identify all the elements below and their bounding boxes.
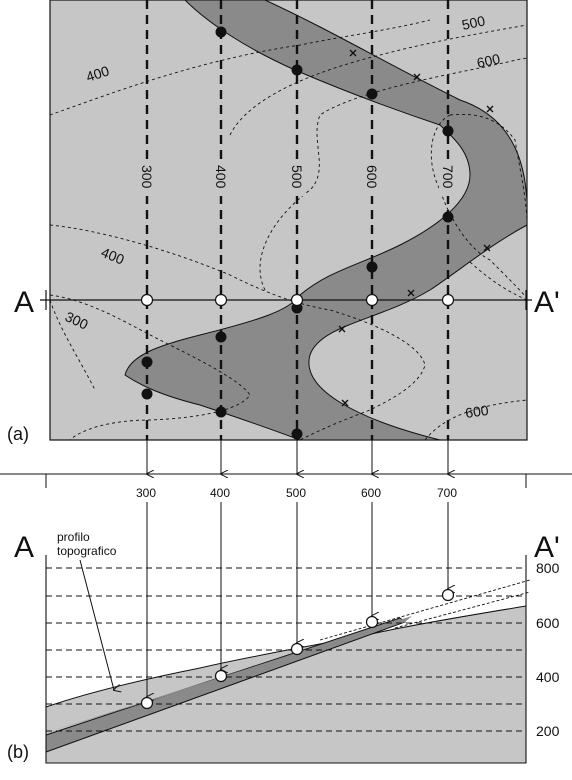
- contour-400-upper: [50, 19, 431, 116]
- projected-point-300: [140, 696, 154, 710]
- elevation-label-800: 800: [536, 560, 560, 576]
- intersection-point: [442, 211, 454, 223]
- strike-label-600: 600: [364, 165, 380, 189]
- contour-label-600-lower: 600: [464, 402, 490, 421]
- contour-lines: [50, 19, 527, 440]
- contour-600-upper: [259, 57, 527, 291]
- projected-point-400: [214, 669, 228, 683]
- strike-label-500: 500: [289, 165, 305, 189]
- contour-label-500: 500: [460, 12, 486, 33]
- projection-arrows-lower: [147, 502, 448, 697]
- intersection-point: [141, 356, 153, 368]
- elevation-label-400: 400: [536, 669, 560, 685]
- intersection-point: [366, 261, 378, 273]
- elevation-gridlines: [46, 567, 526, 732]
- strike-label-700: 700: [440, 165, 456, 189]
- cross-marks: [338, 49, 494, 407]
- ground-fill: [45, 605, 527, 764]
- intersection-point: [141, 388, 153, 400]
- bed-projection-lines: [319, 579, 531, 641]
- projected-point-700: [441, 588, 455, 602]
- projection-area: 300 400 500 600 700: [0, 440, 572, 500]
- section-point: [140, 293, 154, 307]
- contour-label-400-upper: 400: [84, 62, 111, 85]
- contour-label-600-upper: 600: [475, 50, 501, 71]
- contour-600-lower: [424, 399, 527, 440]
- intersection-point: [215, 26, 227, 38]
- section-points: [140, 293, 455, 307]
- cross-mark: [486, 105, 494, 113]
- map-panel: 300 400 500 600 700 400 500 600 400 300 …: [7, 0, 560, 444]
- projection-label-700: 700: [437, 486, 457, 500]
- section-point: [290, 293, 304, 307]
- intersection-point: [291, 428, 303, 440]
- cross-mark: [349, 49, 357, 57]
- strike-label-400: 400: [213, 165, 229, 189]
- contour-700: [430, 113, 527, 299]
- projected-points: [140, 588, 455, 710]
- section-label-a: A: [14, 531, 34, 564]
- cross-mark: [483, 244, 491, 252]
- contour-300: [50, 294, 251, 440]
- intersection-point: [291, 64, 303, 76]
- section-label-a-prime: A': [534, 531, 560, 564]
- cross-mark: [407, 289, 415, 297]
- contour-500: [229, 24, 527, 136]
- section-point: [214, 293, 228, 307]
- intersection-point: [215, 331, 227, 343]
- section-point: [365, 293, 379, 307]
- projection-label-400: 400: [210, 486, 230, 500]
- projection-labels: 300 400 500 600 700: [136, 486, 457, 500]
- cross-mark: [341, 399, 349, 407]
- contour-right-lower: [469, 261, 527, 301]
- map-label-a: A: [14, 286, 34, 319]
- map-label-a-prime: A': [534, 286, 560, 319]
- cross-mark: [338, 325, 346, 333]
- topo-label-line2: topografico: [57, 544, 117, 558]
- projection-arrows-upper: [147, 440, 448, 474]
- projection-label-300: 300: [136, 486, 156, 500]
- elevation-label-600: 600: [536, 615, 560, 631]
- panel-label-a: (a): [7, 424, 29, 444]
- topo-label-line1: profilo: [57, 530, 90, 544]
- intersection-points: [141, 26, 454, 440]
- projected-point-600: [365, 615, 379, 629]
- intersection-point: [366, 88, 378, 100]
- contour-labels: 400 500 600 400 300 600: [63, 12, 502, 421]
- section-panel: 800 600 400 200 profilo topografico A A'…: [7, 502, 560, 764]
- intersection-point: [215, 406, 227, 418]
- contour-300-left: [50, 299, 96, 391]
- projected-point-500: [290, 642, 304, 656]
- strike-labels: 300 400 500 600 700: [138, 160, 457, 196]
- projection-label-500: 500: [286, 486, 306, 500]
- topo-leader-line: [79, 559, 114, 690]
- elevation-label-200: 200: [536, 723, 560, 739]
- elevation-labels: 800 600 400 200: [536, 560, 560, 739]
- section-point: [441, 293, 455, 307]
- projection-label-600: 600: [361, 486, 381, 500]
- cross-mark: [413, 73, 421, 81]
- intersection-point: [442, 125, 454, 137]
- panel-label-b: (b): [7, 742, 29, 762]
- strike-label-300: 300: [139, 165, 155, 189]
